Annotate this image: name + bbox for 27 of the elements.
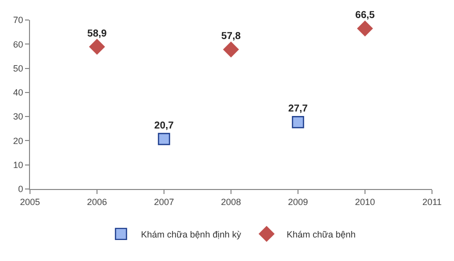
data-label: 20,7	[154, 120, 174, 132]
point	[223, 42, 239, 58]
y-tick-label: 40	[13, 88, 24, 98]
y-tick-label: 60	[13, 39, 24, 50]
data-label: 57,8	[221, 31, 242, 42]
data-label: 27,7	[288, 104, 308, 115]
y-tick-label: 20	[13, 136, 24, 146]
point	[292, 116, 304, 128]
y-tick-label: 50	[13, 63, 24, 74]
x-tick-label: 2008	[220, 196, 242, 207]
y-tick-label: 0	[18, 184, 24, 194]
data-label: 66,5	[355, 10, 376, 22]
data-label: 58,9	[87, 28, 108, 40]
x-tick-label: 2011	[422, 196, 442, 207]
x-tick-label: 2005	[20, 196, 40, 207]
x-tick-label: 2010	[354, 196, 376, 207]
point	[158, 132, 170, 146]
x-tick-label: 2007	[154, 196, 174, 207]
legend-label: Khám chữa bệnh	[286, 229, 356, 240]
x-tick-label: 2009	[288, 196, 308, 207]
legend-label: Khám chữa bệnh định kỳ	[141, 229, 242, 240]
y-tick-label: 10	[13, 160, 24, 170]
point	[89, 39, 105, 55]
y-tick-label: 70	[13, 15, 24, 26]
y-tick-label: 30	[13, 112, 24, 122]
point	[357, 20, 373, 36]
x-tick-label: 2006	[86, 196, 108, 207]
